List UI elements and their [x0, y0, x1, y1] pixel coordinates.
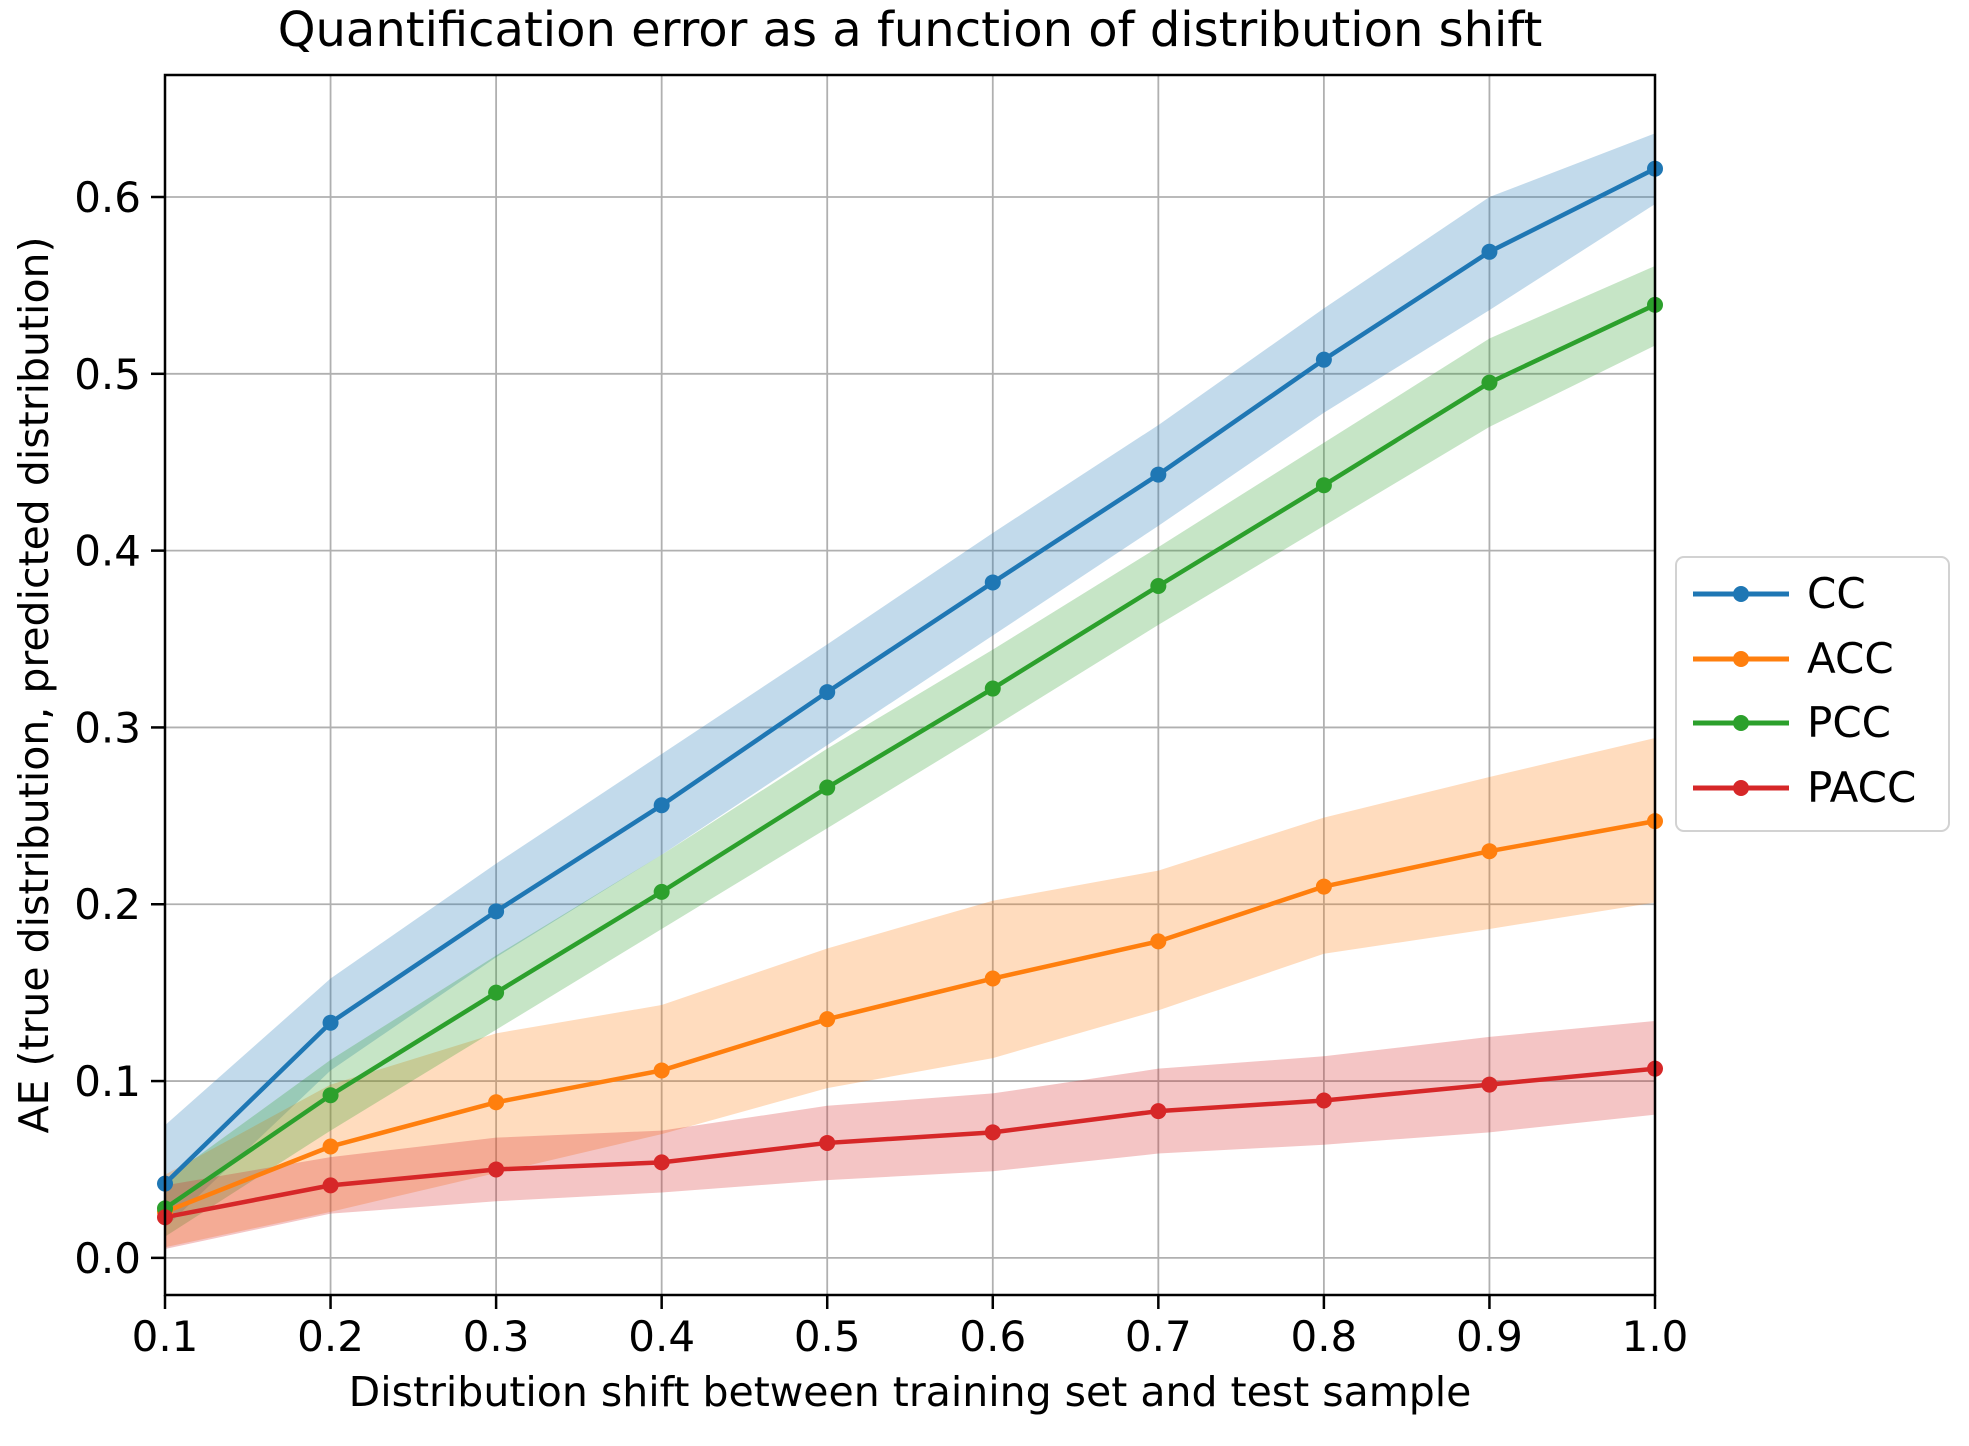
data-point-pcc	[1481, 374, 1498, 391]
data-point-pacc	[322, 1177, 339, 1194]
legend-line-sample-acc	[1693, 650, 1789, 667]
data-point-pcc	[653, 883, 670, 900]
data-point-pacc	[1315, 1092, 1332, 1109]
legend-marker	[1733, 779, 1749, 796]
data-point-cc	[819, 684, 836, 701]
x-tick-label: 0.1	[132, 1312, 199, 1361]
legend-line-sample-cc	[1693, 586, 1789, 603]
confidence-band-acc	[165, 738, 1655, 1248]
y-tick-label: 0.3	[74, 703, 141, 752]
chart-title: Quantification error as a function of di…	[277, 2, 1543, 58]
data-point-acc	[488, 1094, 505, 1111]
data-point-acc	[819, 1011, 836, 1028]
data-point-pcc	[984, 680, 1001, 697]
legend-item-pcc: PCC	[1677, 691, 1948, 756]
x-tick-label: 0.4	[628, 1312, 695, 1361]
data-point-pacc	[488, 1161, 505, 1178]
data-point-pcc	[488, 984, 505, 1001]
y-tick-label: 0.1	[74, 1057, 141, 1106]
y-tick-label: 0.2	[74, 880, 141, 929]
x-tick-label: 0.2	[297, 1312, 364, 1361]
y-tick-label: 0.4	[74, 527, 141, 576]
data-point-pcc	[819, 779, 836, 796]
confidence-band-pacc	[165, 1020, 1655, 1250]
data-point-cc	[653, 797, 670, 814]
series-line-acc	[162, 818, 1658, 1215]
legend-item-acc: ACC	[1677, 627, 1948, 692]
data-point-cc	[984, 574, 1001, 591]
data-point-cc	[1150, 466, 1167, 483]
legend-item-pacc: PACC	[1677, 756, 1948, 821]
series-line-cc	[162, 166, 1658, 1186]
x-axis-label: Distribution shift between training set …	[348, 1368, 1472, 1416]
data-point-pacc	[1150, 1103, 1167, 1120]
data-point-pacc	[984, 1124, 1001, 1141]
data-point-cc	[488, 903, 505, 920]
confidence-band-cc	[165, 133, 1655, 1228]
data-point-acc	[1481, 843, 1498, 860]
axes-spines	[163, 73, 1657, 1297]
x-tick-label: 0.5	[794, 1312, 861, 1361]
legend-label-pcc: PCC	[1807, 698, 1891, 748]
data-point-acc	[1315, 878, 1332, 895]
legend-item-cc: CC	[1677, 562, 1948, 627]
legend-label-cc: CC	[1807, 569, 1866, 619]
data-point-acc	[984, 970, 1001, 987]
data-point-pacc	[1481, 1076, 1498, 1093]
data-point-acc	[653, 1062, 670, 1079]
data-point-pcc	[322, 1087, 339, 1104]
x-tick-label: 0.8	[1290, 1312, 1357, 1361]
series-line-pcc	[162, 302, 1658, 1211]
data-point-pcc	[1150, 577, 1167, 594]
series-line-pacc	[162, 1066, 1658, 1220]
x-tick-label: 1.0	[1622, 1312, 1689, 1361]
x-tick-label: 0.6	[959, 1312, 1026, 1361]
data-point-pacc	[819, 1134, 836, 1151]
data-point-pacc	[653, 1154, 670, 1171]
data-point-pcc	[1315, 477, 1332, 494]
legend-marker	[1733, 715, 1749, 732]
y-tick-label: 0.0	[74, 1234, 141, 1283]
y-tick-label: 0.6	[74, 173, 141, 222]
legend-marker	[1733, 650, 1749, 667]
y-tick-label: 0.5	[74, 350, 141, 399]
data-point-cc	[322, 1014, 339, 1031]
legend-line-sample-pacc	[1693, 779, 1789, 796]
y-axis-label: AE (true distribution, predicted distrib…	[10, 236, 58, 1134]
data-point-acc	[1150, 933, 1167, 950]
data-point-cc	[1481, 243, 1498, 260]
legend-marker	[1733, 586, 1749, 603]
x-tick-label: 0.9	[1456, 1312, 1523, 1361]
x-tick-label: 0.3	[463, 1312, 530, 1361]
legend-label-acc: ACC	[1807, 633, 1894, 683]
x-tick-label: 0.7	[1125, 1312, 1192, 1361]
data-point-acc	[322, 1138, 339, 1155]
legend-line-sample-pcc	[1693, 715, 1789, 732]
legend-label-pacc: PACC	[1807, 762, 1917, 812]
data-point-cc	[1315, 351, 1332, 368]
legend: CC ACC PCC PACC	[1675, 556, 1950, 832]
